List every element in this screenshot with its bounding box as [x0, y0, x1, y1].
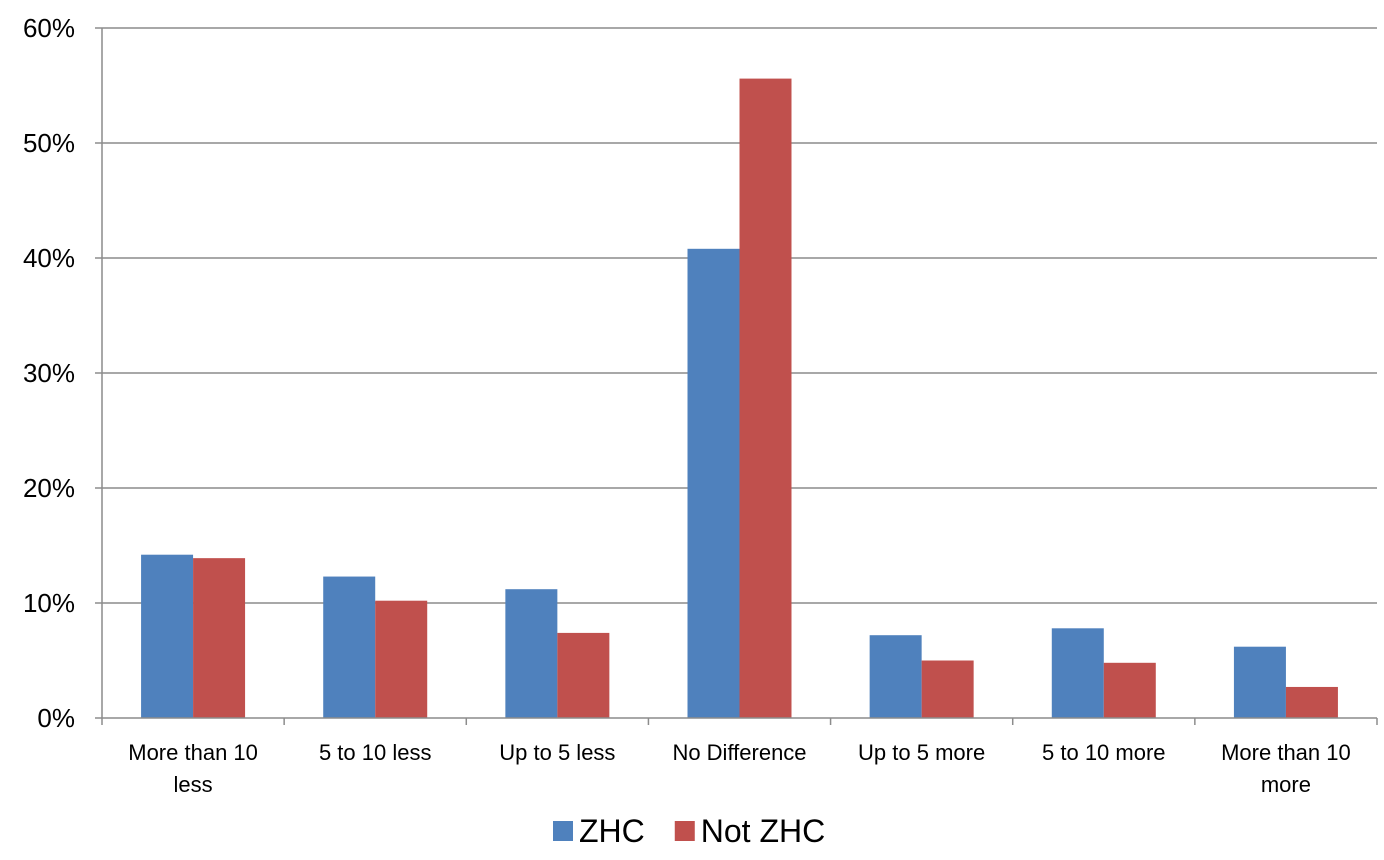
- y-tick-label: 0%: [37, 703, 75, 733]
- bar-not-zhc: [921, 660, 974, 718]
- bars: [141, 78, 1338, 719]
- x-tick-label: Up to 5 less: [499, 740, 615, 765]
- y-tick-label: 40%: [23, 243, 75, 273]
- x-tick-label: 5 to 10 less: [319, 740, 432, 765]
- bar-zhc: [323, 576, 376, 718]
- y-tick-label: 20%: [23, 473, 75, 503]
- y-tick-label: 30%: [23, 358, 75, 388]
- legend-label-not-zhc: Not ZHC: [701, 813, 825, 849]
- bar-not-zhc: [1285, 686, 1338, 718]
- y-tick-label: 60%: [23, 13, 75, 43]
- bar-zhc: [141, 554, 194, 718]
- bar-not-zhc: [1103, 662, 1156, 718]
- bar-not-zhc: [557, 632, 610, 718]
- bar-zhc: [1051, 628, 1104, 718]
- bar-zhc: [687, 248, 740, 719]
- legend-swatch-not-zhc: [674, 821, 695, 841]
- y-tick-label: 50%: [23, 128, 75, 158]
- bar-zhc: [1233, 646, 1286, 718]
- bar-not-zhc: [193, 558, 246, 718]
- x-tick-label: No Difference: [672, 740, 806, 765]
- x-tick-label: Up to 5 more: [858, 740, 985, 765]
- legend-swatch-zhc: [553, 821, 573, 841]
- bar-not-zhc: [375, 600, 428, 718]
- x-tick-label: More than 10 less: [128, 740, 258, 797]
- legend-label-zhc: ZHC: [579, 813, 645, 849]
- bar-zhc: [869, 635, 922, 718]
- x-tick-label: More than 10 more: [1221, 740, 1351, 797]
- legend: ZHC Not ZHC: [553, 813, 825, 849]
- x-axis-ticks: More than 10 less 5 to 10 less Up to 5 less…: [101, 718, 1378, 797]
- bar-not-zhc: [739, 78, 792, 719]
- y-axis-ticks: 0% 10% 20% 30% 40% 50% 60%: [23, 13, 102, 733]
- y-tick-label: 10%: [23, 588, 75, 618]
- axes: [101, 28, 1377, 719]
- bar-zhc: [505, 589, 558, 718]
- x-tick-label: 5 to 10 more: [1042, 740, 1166, 765]
